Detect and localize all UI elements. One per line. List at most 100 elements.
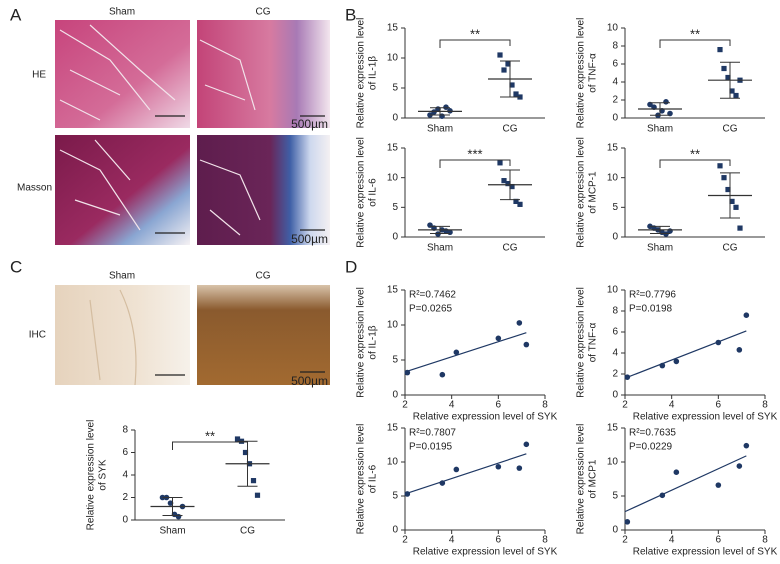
data-point bbox=[663, 99, 669, 105]
scale-bars bbox=[155, 115, 325, 376]
x-tick-label: Sham bbox=[647, 243, 673, 254]
y-axis-label: of MCP-1 bbox=[588, 171, 599, 214]
y-axis-label: Relative expression level bbox=[576, 137, 587, 248]
y-tick-label: 6 bbox=[122, 447, 128, 458]
y-tick-label: 5 bbox=[612, 491, 618, 502]
x-tick-label: 4 bbox=[449, 400, 455, 411]
image-he-cg bbox=[197, 20, 330, 128]
y-tick-label: 2 bbox=[122, 492, 128, 503]
y-axis-label: Relative expression level bbox=[356, 137, 367, 248]
data-point bbox=[453, 466, 460, 473]
data-point bbox=[509, 82, 515, 88]
y-tick-label: 15 bbox=[387, 285, 399, 296]
annotation: P=0.0265 bbox=[409, 304, 453, 315]
annotation: R²=0.7796 bbox=[629, 290, 676, 301]
y-tick-label: 10 bbox=[607, 457, 619, 468]
trend-line bbox=[404, 453, 527, 495]
y-tick-label: 0 bbox=[392, 232, 398, 243]
annotation: P=0.0229 bbox=[629, 442, 673, 453]
y-axis-label: Relative expression level bbox=[576, 18, 587, 129]
data-point bbox=[736, 347, 743, 353]
y-tick-label: 15 bbox=[387, 143, 399, 154]
x-tick-label: CG bbox=[723, 243, 738, 254]
y-axis-label: Relative expression level bbox=[356, 18, 367, 129]
x-tick-label: 4 bbox=[449, 535, 455, 546]
y-tick-label: 5 bbox=[392, 491, 398, 502]
y-axis-label: Relative expression level bbox=[576, 287, 587, 398]
data-point bbox=[737, 225, 743, 231]
y-tick-label: 4 bbox=[612, 77, 618, 88]
image-he-sham bbox=[55, 20, 190, 128]
x-tick-label: Sham bbox=[647, 124, 673, 135]
data-point bbox=[404, 369, 411, 376]
y-axis-label: of IL-6 bbox=[368, 178, 379, 207]
data-point bbox=[725, 186, 731, 193]
y-tick-label: 4 bbox=[122, 470, 128, 481]
data-point bbox=[725, 74, 731, 81]
x-tick-label: 4 bbox=[669, 400, 675, 411]
data-point bbox=[167, 500, 174, 506]
data-point bbox=[523, 341, 530, 348]
y-axis-label: Relative expression level bbox=[576, 424, 587, 535]
data-point bbox=[439, 480, 446, 486]
y-axis-label: Relative expression level bbox=[86, 420, 97, 531]
y-axis-label: of IL-6 bbox=[368, 464, 379, 493]
y-tick-label: 15 bbox=[387, 423, 399, 434]
y-tick-label: 10 bbox=[387, 53, 399, 64]
x-tick-label: Sham bbox=[159, 526, 185, 537]
y-axis-label: of IL-1β bbox=[368, 56, 379, 90]
x-tick-label: 8 bbox=[542, 535, 548, 546]
data-point bbox=[743, 312, 750, 319]
x-tick-label: 6 bbox=[496, 535, 502, 546]
data-point bbox=[733, 204, 739, 210]
y-axis-label: of TNF-α bbox=[588, 323, 599, 363]
x-tick-label: 2 bbox=[402, 535, 408, 546]
data-point bbox=[234, 436, 241, 442]
significance-bracket bbox=[172, 441, 248, 450]
y-tick-label: 15 bbox=[387, 23, 399, 34]
annotation: R²=0.7807 bbox=[409, 428, 456, 439]
row-label: Masson bbox=[17, 183, 52, 194]
scale-bar-label: 500µm bbox=[291, 232, 328, 246]
x-tick-label: CG bbox=[240, 526, 255, 537]
data-point bbox=[517, 201, 523, 207]
image-ihc-cg bbox=[197, 285, 330, 385]
y-tick-label: 0 bbox=[612, 390, 618, 401]
column-label: CG bbox=[256, 7, 271, 18]
significance-label: ** bbox=[470, 26, 480, 41]
data-point bbox=[501, 67, 507, 73]
x-axis-label: Relative expression level of SYK bbox=[633, 412, 778, 423]
y-tick-label: 10 bbox=[387, 320, 399, 331]
row-label: IHC bbox=[29, 330, 46, 341]
y-axis-label: of MCP1 bbox=[588, 459, 599, 498]
data-point bbox=[439, 371, 446, 378]
y-tick-label: 5 bbox=[612, 202, 618, 213]
data-point bbox=[516, 465, 523, 471]
y-tick-label: 5 bbox=[392, 355, 398, 366]
panel-letter: C bbox=[10, 257, 22, 276]
data-point bbox=[175, 513, 182, 520]
data-point bbox=[659, 362, 666, 369]
y-tick-label: 0 bbox=[612, 113, 618, 124]
data-point bbox=[505, 61, 511, 67]
data-point bbox=[523, 441, 530, 448]
x-tick-label: 8 bbox=[762, 400, 768, 411]
x-tick-label: 6 bbox=[716, 535, 722, 546]
data-point bbox=[729, 198, 735, 204]
data-point bbox=[242, 449, 249, 456]
y-axis-label: Relative expression level bbox=[356, 424, 367, 535]
trend-line bbox=[404, 332, 527, 373]
y-axis-label: of TNF-α bbox=[588, 53, 599, 93]
data-point bbox=[495, 463, 502, 470]
y-tick-label: 0 bbox=[392, 390, 398, 401]
y-tick-label: 15 bbox=[607, 143, 619, 154]
data-point bbox=[624, 374, 631, 380]
y-tick-label: 0 bbox=[612, 525, 618, 536]
panel-letter: B bbox=[345, 5, 356, 24]
significance-label: ** bbox=[205, 428, 215, 443]
x-tick-label: 6 bbox=[716, 400, 722, 411]
y-tick-label: 2 bbox=[612, 369, 618, 380]
y-tick-label: 0 bbox=[392, 525, 398, 536]
